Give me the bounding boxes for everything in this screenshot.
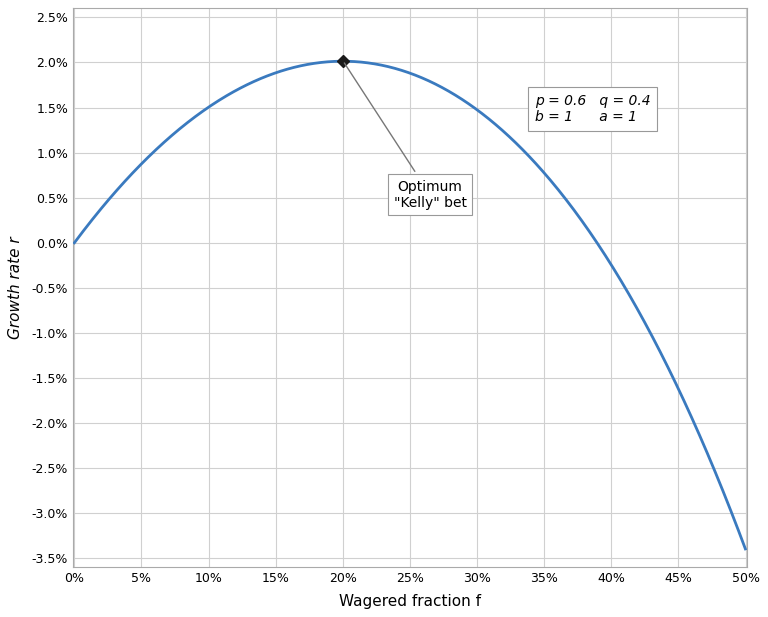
Text: p = 0.6   q = 0.4
b = 1      a = 1: p = 0.6 q = 0.4 b = 1 a = 1 <box>535 94 650 124</box>
Text: Optimum
"Kelly" bet: Optimum "Kelly" bet <box>344 63 467 210</box>
X-axis label: Wagered fraction f: Wagered fraction f <box>339 594 481 608</box>
Y-axis label: Growth rate r: Growth rate r <box>8 236 23 339</box>
